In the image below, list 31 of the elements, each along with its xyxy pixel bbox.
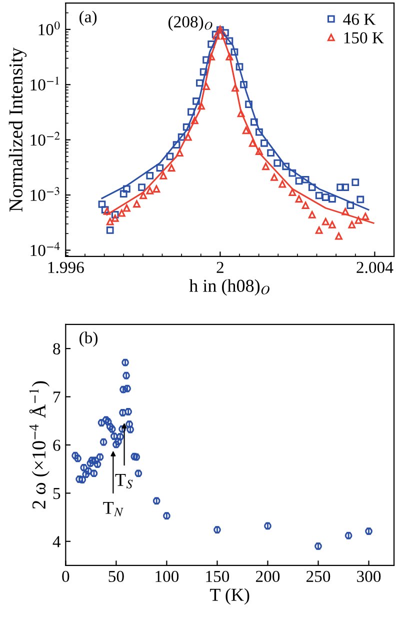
x-tick-label: 2.004 [356, 262, 394, 274]
x-tick-label: 150 [206, 570, 230, 582]
y-tick-label: 5 [53, 488, 60, 500]
legend-label: 46 K [343, 14, 376, 25]
x-tick-label: 0 [62, 570, 70, 582]
y-tick-label: 6 [53, 440, 60, 451]
y-axis-title: 2 ω (×10$^{−4}$ Å$^{−1}$) [29, 381, 50, 509]
annotation: (b) [80, 332, 98, 347]
x-tick-label: 2 [216, 262, 224, 273]
x-tick-label: 100 [156, 570, 179, 582]
annotation: (a) [80, 10, 97, 26]
y-tick-label: 10$^{−4}$ [30, 242, 60, 256]
y-tick-label: 10$^{−2}$ [30, 132, 60, 146]
x-tick-label: 50 [108, 570, 124, 582]
legend-label: 150 K [344, 32, 384, 44]
x-tick-label: 300 [357, 570, 381, 582]
x-tick-label: 1.996 [48, 262, 84, 274]
y-tick-label: 7 [54, 392, 60, 403]
annotation: (208)$_{O}$ [168, 16, 212, 31]
annotation: T$_{N}$ [103, 502, 124, 516]
x-axis-title: T (K) [210, 588, 250, 605]
y-tick-label: 10$^{0}$ [38, 21, 60, 36]
y-axis-title: Normalized Intensity [8, 48, 27, 212]
y-tick-label: 10$^{−1}$ [30, 76, 59, 90]
annotation: T$_{S}$ [115, 474, 133, 488]
x-tick-label: 250 [306, 570, 330, 582]
x-tick-label: 200 [256, 570, 280, 582]
x-axis-title: h in (h08)$_{O}$ [189, 279, 270, 296]
y-tick-label: 8 [53, 343, 60, 354]
y-tick-label: 10$^{−3}$ [30, 186, 60, 201]
y-tick-label: 4 [52, 536, 61, 548]
